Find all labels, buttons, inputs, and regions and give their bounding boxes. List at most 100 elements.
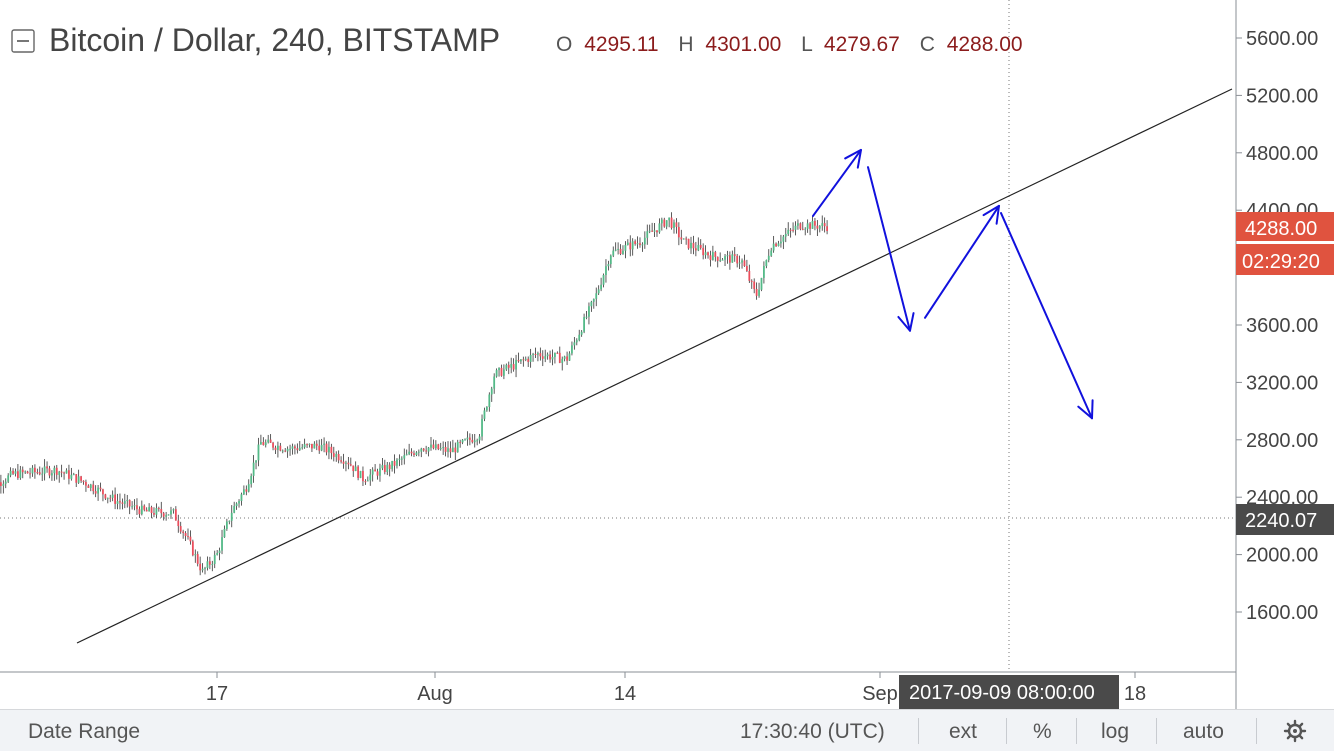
trend-line[interactable] — [76, 88, 1233, 644]
candle-body — [43, 466, 46, 474]
candle-body — [468, 437, 471, 440]
candle-body — [223, 528, 226, 538]
candle-body — [104, 494, 107, 499]
candle-body — [51, 473, 53, 476]
candle-body — [240, 494, 243, 501]
arrow-shaft[interactable] — [867, 166, 911, 332]
last-price-label: 4288.00 — [1236, 212, 1334, 241]
candle-body — [799, 223, 802, 229]
candle-body — [658, 223, 661, 233]
candle-body — [17, 471, 19, 478]
candle-body — [92, 484, 95, 492]
candle-body — [97, 487, 99, 494]
candle-body — [218, 550, 221, 554]
candle-body — [444, 447, 447, 452]
candle-body — [466, 437, 469, 440]
candle-body — [821, 223, 824, 226]
utc-clock[interactable]: 17:30:40 (UTC) — [740, 720, 885, 743]
candle-body — [116, 501, 119, 504]
arrow-shaft[interactable] — [1000, 212, 1093, 420]
candle-body — [216, 553, 219, 555]
candle-body — [102, 489, 104, 495]
candle-body — [573, 342, 576, 346]
candle-body — [374, 469, 377, 472]
candle-body — [592, 298, 595, 302]
candle-body — [26, 471, 29, 474]
log-toggle[interactable]: log — [1101, 720, 1130, 743]
candle-body — [546, 354, 549, 357]
candle-body — [157, 508, 160, 510]
candle-body — [451, 447, 454, 453]
candle-body — [680, 237, 683, 240]
candle-body — [354, 466, 357, 472]
candle-body — [150, 507, 153, 514]
candle-body — [806, 223, 809, 229]
time-axis-ticks: 17 Aug 14 Sep 18 — [206, 672, 1146, 705]
candle-body — [82, 480, 85, 482]
candle-body — [707, 252, 709, 256]
arrow-shaft[interactable] — [924, 204, 1000, 319]
candle-body — [53, 467, 56, 474]
candle-body — [148, 507, 151, 512]
candle-body — [682, 238, 685, 240]
candle-body — [383, 465, 386, 472]
candle-body — [65, 470, 68, 474]
projection-arrows[interactable] — [812, 148, 1094, 420]
candle-body — [566, 356, 568, 361]
candle-body — [660, 219, 663, 224]
candle-body — [527, 358, 530, 362]
candle-body — [585, 316, 588, 318]
candle-body — [41, 473, 44, 475]
gear-icon[interactable] — [1283, 719, 1307, 743]
candle-body — [0, 482, 2, 486]
candle-body — [478, 436, 481, 441]
candle-body — [286, 448, 289, 452]
candle-body — [7, 475, 10, 482]
candle-body — [532, 353, 534, 356]
percent-toggle[interactable]: % — [1033, 720, 1052, 743]
candle-body — [716, 256, 719, 261]
candle-body — [449, 448, 452, 453]
toolbar-divider — [1256, 718, 1257, 744]
candle-body — [303, 444, 306, 448]
candle-body — [505, 364, 508, 370]
candle-body — [182, 531, 185, 533]
date-range-button[interactable]: Date Range — [28, 720, 141, 743]
auto-toggle[interactable]: auto — [1183, 720, 1224, 743]
candle-body — [194, 554, 197, 556]
candle-body — [24, 471, 27, 473]
candle-body — [342, 461, 345, 464]
candle-body — [541, 356, 544, 359]
candle-body — [442, 447, 445, 449]
candle-body — [777, 243, 780, 247]
candle-body — [605, 266, 607, 276]
candle-body — [109, 497, 112, 499]
arrow-shaft[interactable] — [812, 148, 862, 217]
candle-body — [471, 439, 474, 443]
ext-toggle[interactable]: ext — [949, 720, 978, 743]
ohlc-close-value: 4288.00 — [947, 33, 1023, 56]
candle-body — [624, 244, 627, 251]
candle-body — [721, 259, 724, 261]
time-tick-label: Aug — [417, 683, 453, 705]
candle-body — [758, 289, 760, 296]
candle-body — [172, 509, 175, 511]
candle-body — [746, 266, 748, 271]
candle-body — [213, 554, 216, 564]
candle-body — [675, 222, 678, 227]
candle-body — [427, 447, 430, 452]
candle-body — [619, 248, 622, 254]
time-tick-label: Sep — [862, 683, 898, 705]
candle-body — [636, 243, 639, 245]
candle-body — [724, 256, 726, 260]
candle-body — [626, 242, 629, 245]
candle-body — [617, 248, 620, 250]
candle-body — [38, 472, 41, 475]
candle-body — [388, 464, 391, 470]
candle-body — [167, 514, 170, 516]
price-chart[interactable]: 5600.005200.004800.004400.003600.003200.… — [0, 0, 1334, 709]
candle-body — [160, 508, 163, 514]
candle-body — [515, 359, 517, 370]
candle-body — [114, 494, 116, 504]
candle-body — [709, 255, 712, 261]
